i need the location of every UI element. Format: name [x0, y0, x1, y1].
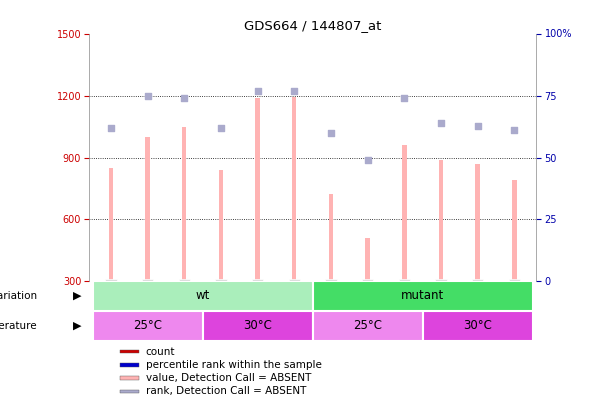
Bar	[182, 127, 186, 281]
Bar	[256, 98, 260, 281]
Text: wt: wt	[196, 289, 210, 302]
Bar	[476, 164, 480, 281]
Text: GSM21864: GSM21864	[107, 281, 115, 326]
Bar	[512, 180, 517, 281]
Text: GSM21870: GSM21870	[473, 281, 482, 326]
Title: GDS664 / 144807_at: GDS664 / 144807_at	[244, 19, 381, 32]
Bar	[292, 97, 297, 281]
Text: GSM21866: GSM21866	[180, 281, 189, 326]
Text: 30°C: 30°C	[243, 319, 272, 332]
Bar	[313, 281, 533, 311]
Text: GSM21863: GSM21863	[436, 281, 446, 326]
Bar	[423, 311, 533, 341]
Text: GSM21869: GSM21869	[290, 281, 299, 326]
Text: 30°C: 30°C	[463, 319, 492, 332]
Text: temperature: temperature	[0, 321, 37, 331]
Text: GSM21867: GSM21867	[216, 281, 226, 326]
Text: 25°C: 25°C	[353, 319, 382, 332]
Bar	[93, 311, 202, 341]
Text: GSM21865: GSM21865	[143, 281, 152, 326]
Text: GSM21860: GSM21860	[327, 281, 335, 326]
Point	[180, 95, 189, 102]
Point	[509, 127, 519, 134]
Point	[326, 130, 336, 136]
Point	[473, 122, 482, 129]
Point	[253, 88, 262, 94]
Point	[143, 93, 153, 99]
Text: 100%: 100%	[546, 30, 573, 39]
Bar	[329, 194, 333, 281]
Point	[363, 157, 373, 163]
Bar	[109, 168, 113, 281]
Text: genotype/variation: genotype/variation	[0, 291, 37, 301]
Text: GSM21871: GSM21871	[510, 281, 519, 326]
Bar	[93, 281, 313, 311]
Text: count: count	[146, 347, 175, 357]
Text: GSM21862: GSM21862	[400, 281, 409, 326]
Point	[400, 95, 409, 102]
Bar	[145, 137, 150, 281]
Bar	[402, 145, 406, 281]
Text: 25°C: 25°C	[133, 319, 162, 332]
Text: ▶: ▶	[74, 291, 82, 301]
Point	[436, 120, 446, 126]
Text: GSM21861: GSM21861	[363, 281, 372, 326]
Text: rank, Detection Call = ABSENT: rank, Detection Call = ABSENT	[146, 386, 306, 396]
Point	[289, 88, 299, 94]
Text: ▶: ▶	[74, 321, 82, 331]
Bar	[120, 376, 139, 380]
Bar	[219, 170, 223, 281]
Bar	[439, 160, 443, 281]
Point	[106, 125, 116, 131]
Text: percentile rank within the sample: percentile rank within the sample	[146, 360, 322, 370]
Bar	[202, 311, 313, 341]
Bar	[120, 350, 139, 354]
Bar	[120, 363, 139, 367]
Bar	[120, 390, 139, 393]
Point	[216, 125, 226, 131]
Bar	[365, 237, 370, 281]
Text: GSM21868: GSM21868	[253, 281, 262, 326]
Text: value, Detection Call = ABSENT: value, Detection Call = ABSENT	[146, 373, 311, 383]
Bar	[313, 311, 423, 341]
Text: mutant: mutant	[401, 289, 444, 302]
